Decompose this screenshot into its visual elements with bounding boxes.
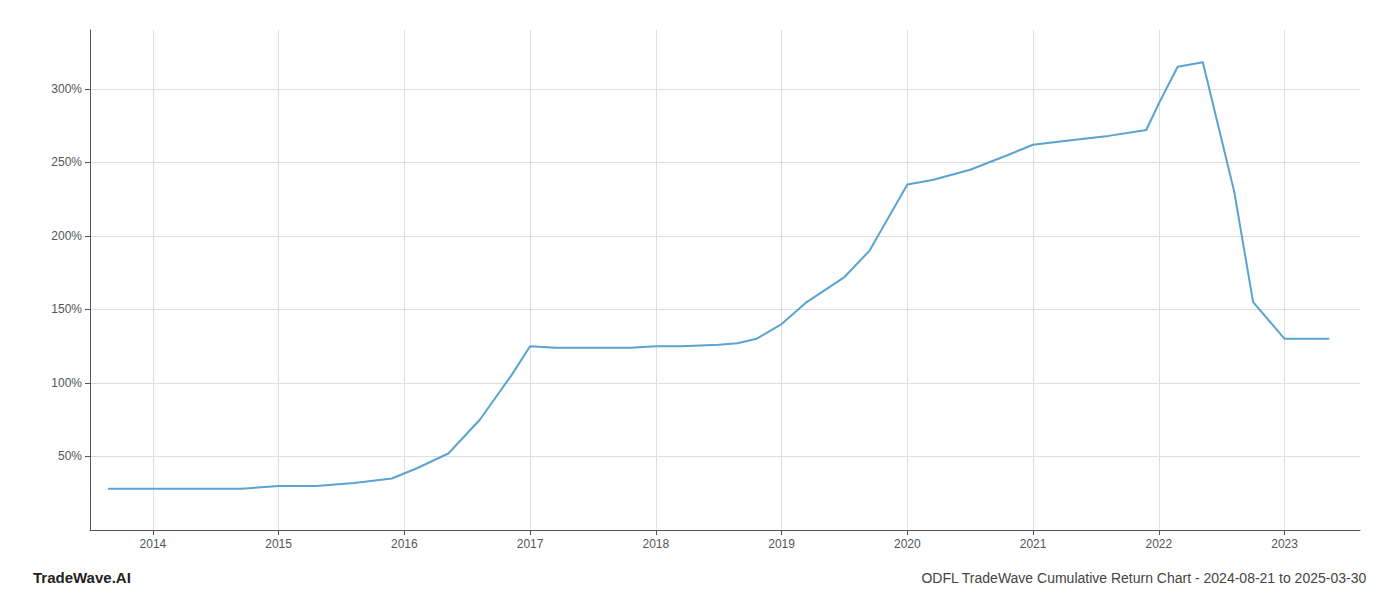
svg-text:2016: 2016: [391, 537, 418, 551]
svg-text:2023: 2023: [1271, 537, 1298, 551]
svg-text:2020: 2020: [894, 537, 921, 551]
svg-text:2019: 2019: [768, 537, 795, 551]
svg-text:50%: 50%: [58, 449, 82, 463]
svg-text:2021: 2021: [1020, 537, 1047, 551]
svg-text:2018: 2018: [642, 537, 669, 551]
svg-text:TradeWave.AI: TradeWave.AI: [33, 569, 131, 586]
svg-text:2014: 2014: [140, 537, 167, 551]
svg-text:100%: 100%: [51, 376, 82, 390]
svg-text:2015: 2015: [265, 537, 292, 551]
svg-text:250%: 250%: [51, 155, 82, 169]
svg-text:200%: 200%: [51, 229, 82, 243]
svg-text:2022: 2022: [1145, 537, 1172, 551]
svg-text:150%: 150%: [51, 302, 82, 316]
svg-text:300%: 300%: [51, 82, 82, 96]
svg-text:ODFL TradeWave Cumulative Retu: ODFL TradeWave Cumulative Return Chart -…: [921, 570, 1366, 586]
svg-text:2017: 2017: [517, 537, 544, 551]
